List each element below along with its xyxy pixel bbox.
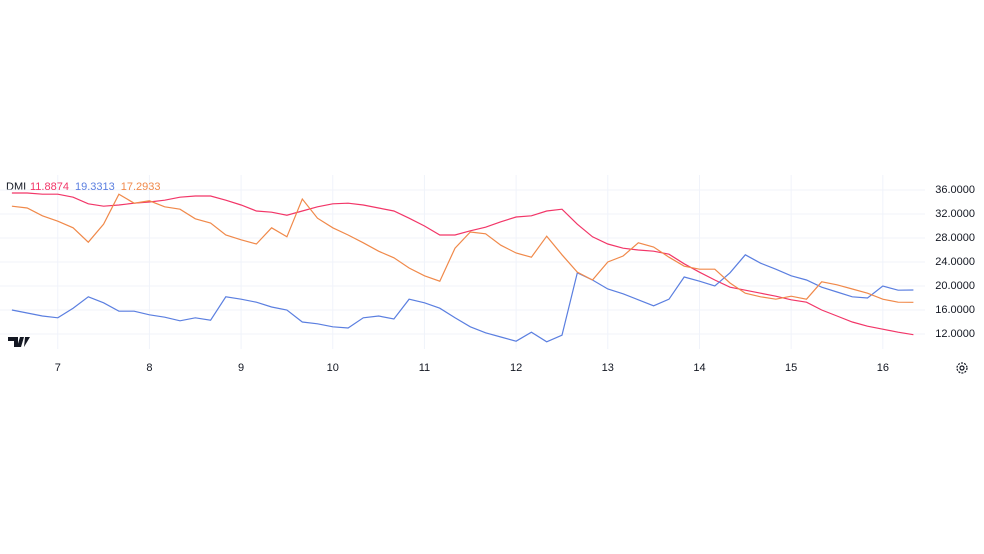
line-series xyxy=(11,193,914,303)
y-tick-label: 32.0000 xyxy=(935,208,975,220)
x-tick-label: 7 xyxy=(55,362,61,374)
indicator-title: DMI xyxy=(6,181,26,193)
y-tick-label: 12.0000 xyxy=(935,328,975,340)
line-series xyxy=(11,254,914,343)
x-tick-label: 9 xyxy=(238,362,244,374)
x-tick-label: 16 xyxy=(877,362,889,374)
legend-value: 11.8874 xyxy=(30,181,69,193)
y-tick-label: 28.0000 xyxy=(935,232,975,244)
y-tick-label: 24.0000 xyxy=(935,256,975,268)
x-tick-label: 13 xyxy=(602,362,614,374)
y-tick-label: 36.0000 xyxy=(935,184,975,196)
x-tick-label: 12 xyxy=(510,362,522,374)
y-tick-label: 20.0000 xyxy=(935,280,975,292)
x-tick-label: 15 xyxy=(785,362,797,374)
x-tick-label: 8 xyxy=(146,362,152,374)
legend-value: 17.2933 xyxy=(121,181,161,193)
x-tick-label: 10 xyxy=(327,362,339,374)
settings-icon[interactable] xyxy=(956,362,968,374)
legend-value: 19.3313 xyxy=(75,181,115,193)
line-series xyxy=(11,192,914,336)
x-tick-label: 14 xyxy=(693,362,705,374)
tradingview-logo xyxy=(8,337,30,347)
y-tick-label: 16.0000 xyxy=(935,304,975,316)
x-tick-label: 11 xyxy=(419,362,430,374)
